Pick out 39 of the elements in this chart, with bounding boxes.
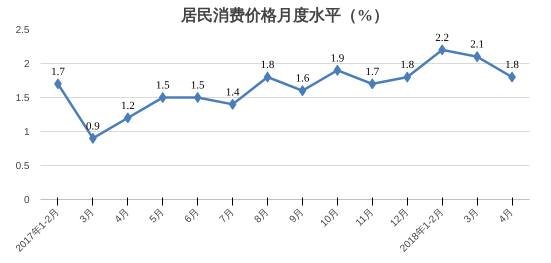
data-label: 1.6 <box>296 72 310 85</box>
data-label: 1.5 <box>156 80 170 92</box>
x-tick-label: 8月 <box>252 206 272 226</box>
data-label: 1.2 <box>120 100 135 112</box>
x-tick-label: 3月 <box>462 206 481 226</box>
x-tick-label: 11月 <box>354 206 376 229</box>
x-tick-label: 5月 <box>148 206 167 226</box>
point <box>158 92 167 103</box>
point <box>438 44 446 56</box>
x-tick-label: 10月 <box>318 206 342 230</box>
y-tick-label: 0 <box>24 195 30 206</box>
point <box>368 78 376 90</box>
data-label: 1.8 <box>400 59 415 72</box>
x-tick-label: 12月 <box>388 206 412 230</box>
data-label: 2.1 <box>470 38 484 51</box>
data-label: 1.7 <box>51 66 66 78</box>
x-tick-label: 3月 <box>78 206 97 226</box>
x-tick-label: 7月 <box>218 206 236 226</box>
x-tick-label: 6月 <box>182 206 202 226</box>
data-label: 1.7 <box>365 66 380 78</box>
data-label: 1.9 <box>330 52 345 64</box>
data-label: 1.8 <box>505 59 520 72</box>
y-tick-label: 2.5 <box>16 25 30 36</box>
y-tick-label: 2 <box>24 59 30 70</box>
data-label: 0.9 <box>86 120 100 132</box>
point <box>403 72 412 83</box>
y-tick-label: 0.5 <box>16 161 30 172</box>
x-tick-label: 9月 <box>288 206 306 226</box>
x-tick-label: 4月 <box>112 206 132 226</box>
y-tick-label: 1.5 <box>16 93 30 104</box>
point <box>124 112 132 124</box>
data-label: 1.5 <box>190 80 206 92</box>
data-label: 1.8 <box>260 59 275 72</box>
chart-title: 居民消费价格月度水平（%） <box>180 6 389 24</box>
x-tick-label: 4月 <box>497 206 516 226</box>
data-label: 2.2 <box>435 32 450 44</box>
y-tick-label: 1 <box>24 127 30 138</box>
data-label: 1.4 <box>226 86 240 98</box>
point <box>194 92 202 103</box>
